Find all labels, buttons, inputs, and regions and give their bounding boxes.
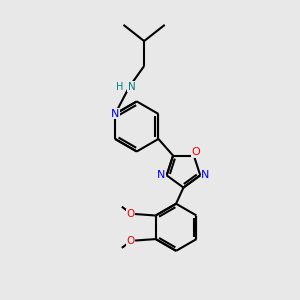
- Text: H: H: [116, 82, 124, 92]
- Text: O: O: [127, 209, 135, 219]
- Text: O: O: [192, 147, 201, 157]
- Text: N: N: [111, 109, 119, 119]
- Text: N: N: [128, 82, 136, 92]
- Text: O: O: [127, 236, 135, 245]
- Text: N: N: [201, 170, 210, 180]
- Text: N: N: [157, 170, 166, 180]
